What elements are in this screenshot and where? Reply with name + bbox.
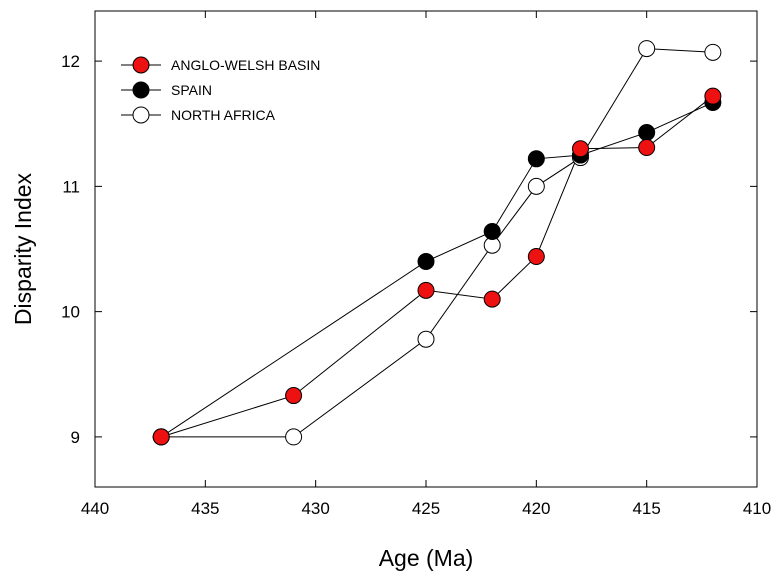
legend-marker bbox=[132, 81, 150, 99]
data-point bbox=[638, 40, 656, 58]
legend-marker bbox=[132, 106, 150, 124]
legend-label: SPAIN bbox=[171, 82, 212, 98]
series-line bbox=[160, 101, 714, 438]
data-point bbox=[285, 428, 303, 446]
x-tick-label: 415 bbox=[632, 499, 660, 518]
x-tick-label: 425 bbox=[412, 499, 440, 518]
data-point bbox=[417, 253, 435, 271]
legend: ANGLO-WELSH BASIN SPAIN NORTH AFRICA bbox=[121, 56, 320, 124]
y-tick-label: 9 bbox=[71, 428, 80, 447]
data-point bbox=[527, 177, 545, 195]
data-point bbox=[704, 87, 722, 105]
data-point bbox=[483, 222, 501, 240]
data-point bbox=[638, 139, 656, 157]
data-point bbox=[152, 428, 170, 446]
x-tick-label: 430 bbox=[301, 499, 329, 518]
x-tick-label: 440 bbox=[81, 499, 109, 518]
x-axis-ticks: 440 435 430 425 420 415 410 bbox=[81, 11, 771, 518]
data-point bbox=[527, 248, 545, 266]
data-point bbox=[527, 150, 545, 168]
data-point bbox=[571, 140, 589, 158]
y-tick-label: 11 bbox=[62, 177, 80, 196]
y-axis-title: Disparity Index bbox=[10, 172, 36, 325]
legend-label: ANGLO-WELSH BASIN bbox=[171, 57, 320, 73]
data-point bbox=[483, 290, 501, 308]
series-line bbox=[161, 95, 714, 438]
legend-marker bbox=[132, 56, 150, 74]
y-tick-label: 12 bbox=[61, 52, 80, 71]
data-point bbox=[285, 387, 303, 405]
legend-label: NORTH AFRICA bbox=[171, 107, 276, 123]
series-line bbox=[161, 48, 713, 438]
data-point bbox=[638, 124, 656, 142]
x-tick-label: 410 bbox=[743, 499, 771, 518]
y-tick-label: 10 bbox=[61, 303, 80, 322]
x-axis-title: Age (Ma) bbox=[379, 545, 474, 571]
y-axis-ticks: 9 10 11 12 bbox=[61, 52, 757, 447]
x-tick-label: 435 bbox=[191, 499, 219, 518]
x-tick-label: 420 bbox=[522, 499, 550, 518]
data-point bbox=[417, 281, 435, 299]
data-point bbox=[417, 330, 435, 348]
series-layer bbox=[152, 40, 722, 446]
data-point bbox=[704, 43, 722, 61]
